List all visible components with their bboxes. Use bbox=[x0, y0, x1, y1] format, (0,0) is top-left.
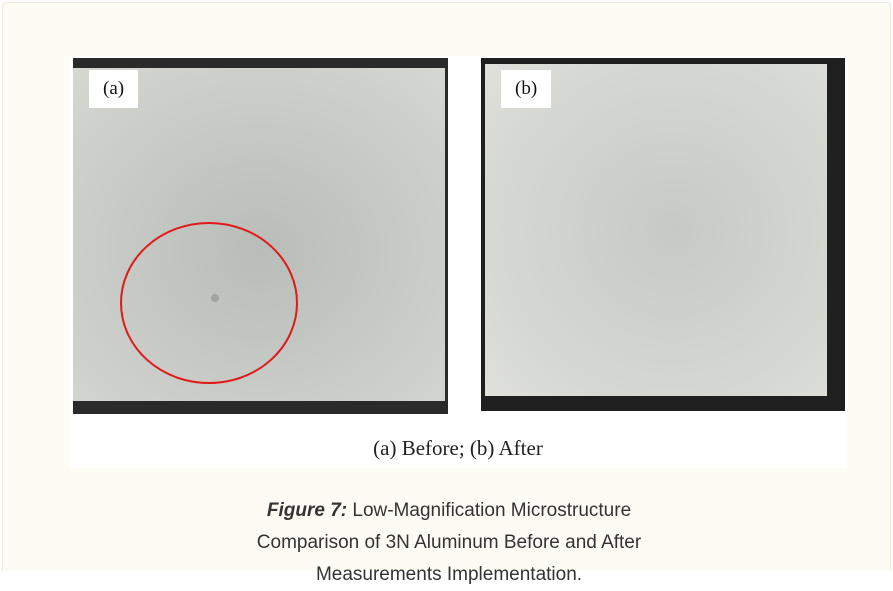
photo-after bbox=[481, 58, 845, 411]
figure-card: (a) (b) (a) Before; (b) After Figure 7: … bbox=[2, 2, 891, 571]
photo-before bbox=[73, 58, 448, 414]
panel-label: (b) bbox=[501, 70, 551, 108]
figure: (a) (b) (a) Before; (b) After bbox=[69, 56, 847, 468]
subcaption: (a) Before; (b) After bbox=[69, 436, 847, 461]
caption-label: Figure 7: bbox=[267, 500, 347, 521]
page: {"figure": {"panels": [{"label": "(a)"},… bbox=[0, 0, 893, 571]
caption: Figure 7: Low-Magnification Microstructu… bbox=[229, 495, 669, 591]
panel-label: (a) bbox=[89, 70, 138, 108]
